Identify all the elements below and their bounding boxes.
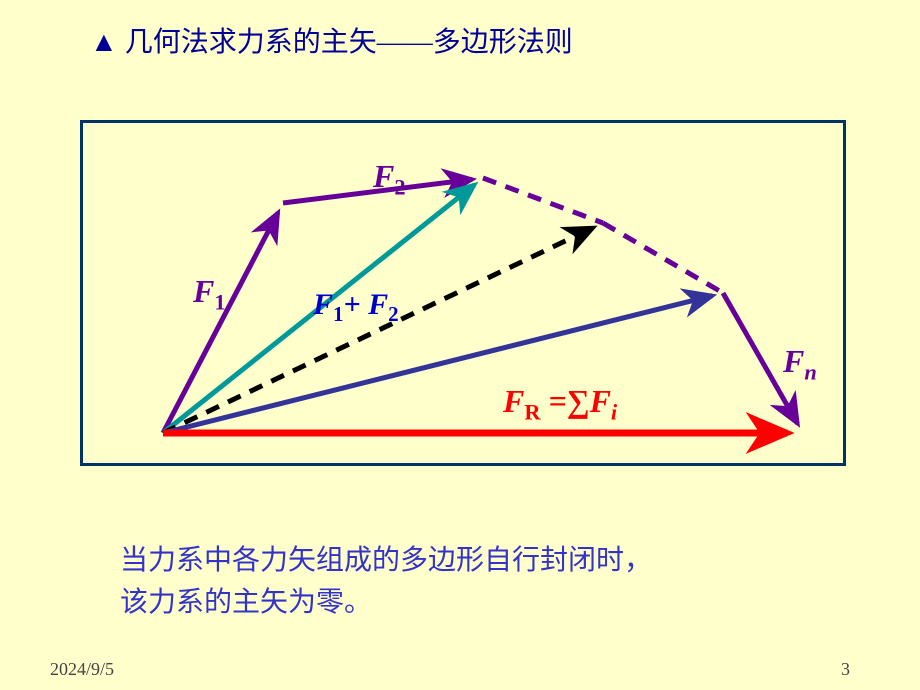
vector-edge34	[603, 223, 723, 293]
vector-label: F1	[193, 273, 226, 315]
slide-date: 2024/9/5	[50, 659, 114, 680]
vector-edge23	[483, 178, 603, 223]
footer-line2: 该力系的主矢为零。	[120, 587, 372, 618]
footer-line1: 当力系中各力矢组成的多边形自行封闭时，	[120, 545, 652, 576]
vector-F1	[163, 213, 278, 433]
vector-label: FR =∑Fi	[503, 383, 617, 425]
diagram-frame: F1 F2 F1+ F2 Fn FR =∑Fi	[80, 120, 846, 466]
slide-title: ▲ 几何法求力系的主矢——多边形法则	[90, 20, 573, 60]
footer-text: 当力系中各力矢组成的多边形自行封闭时， 该力系的主矢为零。	[120, 540, 820, 624]
vector-label: F1+ F2	[313, 288, 399, 327]
vector-label: F2	[373, 158, 406, 200]
page-number: 3	[841, 659, 850, 680]
vector-label: Fn	[783, 343, 817, 385]
